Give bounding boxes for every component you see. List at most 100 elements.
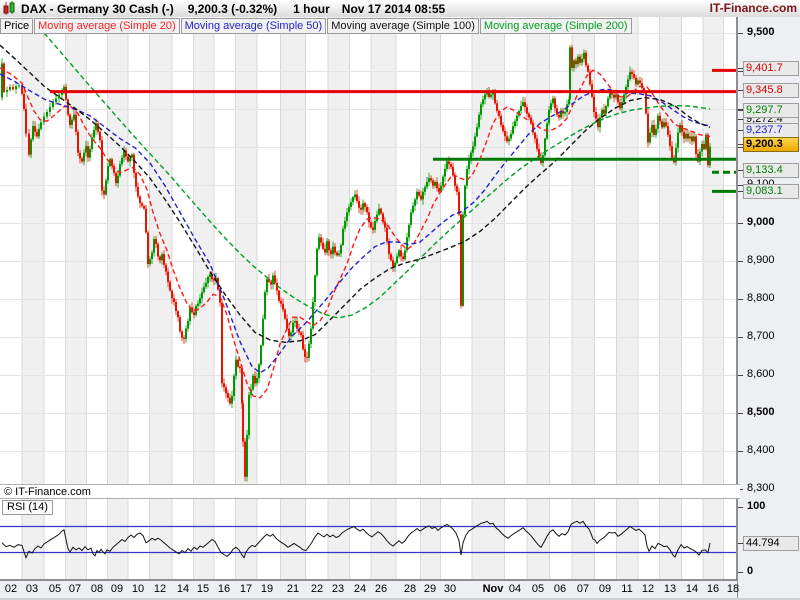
price-tick-8800: 8,800 <box>747 292 775 304</box>
price-tick-9500: 9,500 <box>747 26 775 38</box>
candles-down <box>3 44 709 482</box>
ma-line-ma200 <box>43 32 711 319</box>
candlestick-icon <box>2 1 18 16</box>
brand-link[interactable]: IT-Finance.com <box>709 1 797 15</box>
time-tick-09: 09 <box>110 583 124 595</box>
price-tick-8500: 8,500 <box>747 406 775 418</box>
price-tick-8600: 8,600 <box>747 368 775 380</box>
axis-tick-mark <box>738 33 743 34</box>
ma-line-ma20 <box>0 67 711 399</box>
level-price-label: 9,237.7 <box>743 122 799 138</box>
axis-tick-mark <box>738 451 743 452</box>
time-tick-Nov: Nov <box>482 583 504 595</box>
time-tick-26: 26 <box>374 583 388 595</box>
axis-tick-mark <box>738 119 743 121</box>
price-tick-8300: 8,300 <box>747 482 775 494</box>
time-axis[interactable]: 02 03 05 07 08 09 10 12 14 15 16 17 19 21 22 23 24 26 28 29… <box>0 580 740 599</box>
rsi-tick-100: 100 <box>747 500 766 512</box>
level-price-label: 9,083.1 <box>743 184 799 200</box>
time-tick-04: 04 <box>508 583 522 595</box>
time-tick-07: 07 <box>68 583 82 595</box>
time-tick-16: 16 <box>706 583 720 595</box>
copyright-bar: © IT-Finance.com <box>0 484 740 499</box>
axis-tick-mark <box>738 68 743 70</box>
axis-tick-mark <box>738 337 743 338</box>
time-tick-09: 09 <box>598 583 612 595</box>
axis-tick-mark <box>738 185 743 186</box>
level-price-label: 9,401.7 <box>743 61 799 77</box>
axis-tick-mark <box>738 572 743 573</box>
time-tick-02: 02 <box>4 583 18 595</box>
axis-tick-mark <box>738 413 743 414</box>
axis-tick-mark <box>738 191 743 193</box>
time-tick-06: 06 <box>553 583 567 595</box>
ma-line-ma100 <box>0 44 711 344</box>
chart-datetime: Nov 17 2014 08:55 <box>341 1 446 16</box>
rsi-current-value-label: 44.794 <box>743 535 799 551</box>
axis-tick-mark <box>738 223 743 224</box>
rsi-background <box>0 498 737 580</box>
axis-tick-mark <box>738 261 743 262</box>
legend-bar: Price Moving average (Simple 20) Moving … <box>0 18 633 34</box>
axis-tick-mark <box>738 143 743 145</box>
time-tick-08: 08 <box>90 583 104 595</box>
price-tick-9000: 9,000 <box>747 216 775 228</box>
price-tick-8900: 8,900 <box>747 254 775 266</box>
axis-tick-mark <box>738 89 743 91</box>
last-price: 9,200.3 (-0.32%) <box>187 1 278 16</box>
timeframe[interactable]: 1 hour <box>293 1 330 16</box>
rsi-line <box>1 520 711 560</box>
legend-ma100[interactable]: Moving average (Simple 100) <box>327 18 479 34</box>
ma-line-ma50 <box>0 73 711 374</box>
rsi-indicator-label[interactable]: RSI (14) <box>2 500 53 515</box>
axis-tick-mark <box>738 489 743 490</box>
price-tick-8400: 8,400 <box>747 444 775 456</box>
legend-ma50[interactable]: Moving average (Simple 50) <box>180 18 327 34</box>
time-tick-14: 14 <box>176 583 190 595</box>
time-tick-13: 13 <box>663 583 677 595</box>
time-tick-10: 10 <box>131 583 145 595</box>
legend-ma200[interactable]: Moving average (Simple 200) <box>479 18 632 34</box>
level-price-label: 9,297.7 <box>743 102 799 118</box>
price-chart[interactable] <box>0 17 737 498</box>
price-axis[interactable]: 9,5009,4009,3009,2009,1009,0008,9008,800… <box>737 17 800 598</box>
time-tick-21: 21 <box>286 583 300 595</box>
time-tick-16: 16 <box>217 583 231 595</box>
time-tick-30: 30 <box>443 583 457 595</box>
axis-tick-mark <box>738 299 743 300</box>
legend-price[interactable]: Price <box>0 18 34 34</box>
axis-tick-mark <box>738 507 743 508</box>
time-tick-23: 23 <box>331 583 345 595</box>
bottom-strip <box>0 598 800 600</box>
rsi-chart[interactable] <box>0 498 737 580</box>
time-tick-12: 12 <box>153 583 167 595</box>
time-tick-18: 18 <box>726 583 740 595</box>
axis-tick-mark <box>738 109 743 111</box>
time-tick-24: 24 <box>353 583 367 595</box>
time-tick-15: 15 <box>196 583 210 595</box>
axis-tick-mark <box>738 109 743 110</box>
axis-tick-mark <box>738 71 743 72</box>
axis-tick-mark <box>738 170 743 172</box>
level-price-label: 9,345.8 <box>743 82 799 98</box>
time-tick-14: 14 <box>685 583 699 595</box>
time-tick-05: 05 <box>531 583 545 595</box>
axis-tick-mark <box>738 129 743 131</box>
time-tick-03: 03 <box>25 583 39 595</box>
copyright-text: © IT-Finance.com <box>4 485 91 498</box>
time-tick-05: 05 <box>48 583 62 595</box>
time-tick-07: 07 <box>576 583 590 595</box>
axis-tick-mark <box>738 542 743 544</box>
time-tick-29: 29 <box>423 583 437 595</box>
axis-tick-mark <box>738 147 743 148</box>
time-tick-22: 22 <box>310 583 324 595</box>
title-bar: DAX - Germany 30 Cash (-) 9,200.3 (-0.32… <box>0 0 800 18</box>
current-price-label: 9,200.3 <box>743 136 799 152</box>
price-tick-8700: 8,700 <box>747 330 775 342</box>
instrument-title: DAX - Germany 30 Cash (-) <box>21 1 174 16</box>
axis-tick-mark <box>738 375 743 376</box>
rsi-tick-0: 0 <box>747 565 754 577</box>
legend-ma20[interactable]: Moving average (Simple 20) <box>34 18 180 34</box>
time-tick-17: 17 <box>239 583 253 595</box>
